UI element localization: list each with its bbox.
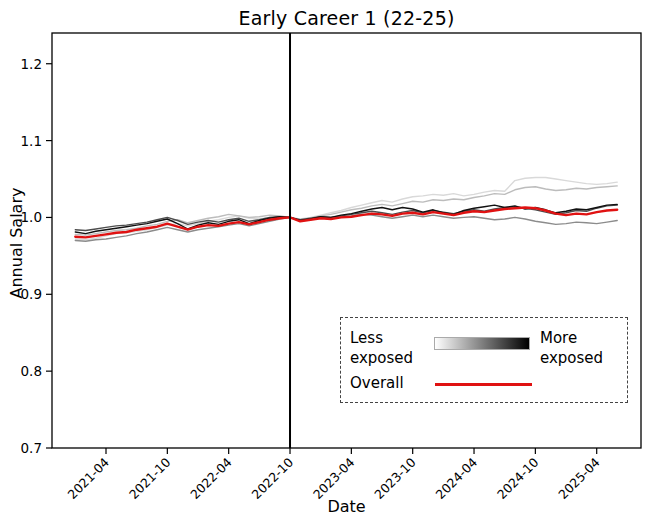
x-tick-label: 2021-04 bbox=[65, 454, 113, 502]
series-line-overall bbox=[75, 208, 617, 238]
x-tick-label: 2021-10 bbox=[126, 454, 174, 502]
legend-box: Less exposed More exposed Overall bbox=[340, 317, 628, 403]
y-tick-label: 0.8 bbox=[21, 363, 42, 379]
y-tick-label: 0.7 bbox=[21, 440, 42, 456]
overall-line-swatch bbox=[435, 383, 532, 386]
x-tick-label: 2023-10 bbox=[371, 454, 419, 502]
x-tick-label: 2024-04 bbox=[433, 454, 481, 502]
x-tick-label: 2025-04 bbox=[555, 454, 603, 502]
exposure-gradient-swatch bbox=[435, 338, 529, 349]
chart-title: Early Career 1 (22-25) bbox=[52, 7, 641, 29]
x-axis-label: Date bbox=[52, 497, 641, 516]
x-tick-label: 2023-04 bbox=[310, 454, 358, 502]
x-tick-label: 2022-04 bbox=[187, 454, 235, 502]
legend-less-exposed-label: Less exposed bbox=[350, 328, 413, 368]
y-axis-label: Annual Salary bbox=[7, 188, 26, 299]
x-tick-label: 2024-10 bbox=[494, 454, 542, 502]
x-tick-label: 2022-10 bbox=[249, 454, 297, 502]
plot-canvas: 0.70.80.91.01.11.22021-042021-102022-042… bbox=[0, 0, 652, 524]
legend-overall-label: Overall bbox=[350, 374, 404, 392]
legend-more-exposed-label: More exposed bbox=[540, 328, 603, 368]
y-tick-label: 1.2 bbox=[21, 56, 42, 72]
y-tick-label: 1.1 bbox=[21, 133, 42, 149]
figure: 0.70.80.91.01.11.22021-042021-102022-042… bbox=[0, 0, 652, 524]
